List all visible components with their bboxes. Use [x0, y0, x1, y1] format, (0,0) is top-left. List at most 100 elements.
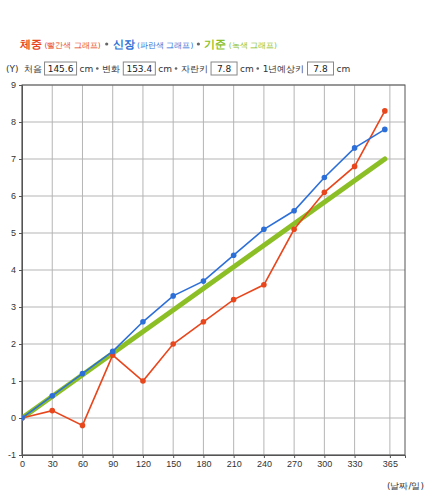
tick-label: 300 [317, 459, 332, 469]
tick-label: 5 [11, 228, 16, 238]
tick: 9 [11, 80, 22, 90]
tick-label: 150 [166, 459, 181, 469]
point [261, 227, 267, 233]
point [352, 145, 358, 151]
tick-label: 90 [108, 459, 118, 469]
grid-line [22, 381, 405, 382]
legend-entry: 신장 (파란색 그래프) [113, 38, 194, 51]
grid-line [203, 85, 204, 455]
tick: 7 [11, 154, 22, 164]
chart: -101234567890306090120150180210240270300… [0, 0, 430, 497]
tick-label: 0 [20, 459, 25, 469]
tick: 4 [11, 265, 22, 275]
separator [105, 42, 108, 45]
info-box [308, 62, 334, 75]
tick-label: 2 [11, 339, 16, 349]
tick-label: 270 [287, 459, 302, 469]
tick: 0 [20, 455, 25, 469]
grid-line [173, 85, 174, 455]
info-unit: cm [80, 64, 94, 74]
info-value: 153.4 [126, 64, 152, 74]
grid-line [22, 196, 405, 197]
point [261, 282, 267, 288]
tick-label: 0 [11, 413, 16, 423]
grid [22, 85, 405, 455]
tick-label: 240 [257, 459, 272, 469]
point [322, 175, 328, 181]
legend-entry: 기준 (녹색 그래프) [204, 38, 277, 51]
series-line [22, 159, 385, 418]
grid-line [82, 85, 83, 455]
point [140, 319, 146, 325]
grid-line [22, 307, 405, 308]
y-axis: -1 0 1 2 3 4 5 6 7 8 9 [8, 80, 23, 460]
separator [256, 67, 259, 70]
tick-label: 3 [11, 302, 16, 312]
point [382, 127, 388, 133]
tick: 365 [383, 455, 398, 469]
grid-line [22, 270, 405, 271]
info-box [123, 62, 155, 75]
plot-frame [22, 85, 405, 455]
point [170, 341, 176, 347]
grid-line [389, 85, 390, 455]
tick: 330 [348, 455, 363, 469]
series-group [22, 108, 388, 428]
axis-title: (Y) [6, 64, 19, 74]
point [352, 164, 358, 170]
tick: 1 [11, 376, 22, 386]
tick-label: 7 [11, 154, 16, 164]
separator [96, 67, 99, 70]
info-unit: cm [240, 64, 254, 74]
tick-label: 30 [48, 459, 58, 469]
tick: 5 [11, 228, 22, 238]
tick: 8 [11, 117, 22, 127]
tick-label: 60 [78, 459, 88, 469]
info-label: 1년예상키 [263, 64, 305, 74]
tick-label: -1 [8, 450, 16, 460]
point [291, 227, 297, 233]
point [322, 190, 328, 196]
info-line: (Y)처음145.6cm변화153.4cm자란키7.8cm1년예상키7.8cm [6, 62, 350, 75]
point [80, 423, 86, 429]
tick-label: 120 [136, 459, 151, 469]
series-line [22, 129, 385, 418]
tick: 3 [11, 302, 22, 312]
point [201, 319, 207, 325]
tick: 6 [11, 191, 22, 201]
info-label: 처음 [24, 64, 42, 74]
tick-label: 330 [348, 459, 363, 469]
tick: 180 [196, 455, 211, 469]
info-value: 145.6 [48, 64, 74, 74]
info-value: 7.8 [217, 64, 232, 74]
tick: 30 [48, 455, 58, 469]
tick-label: 4 [11, 265, 16, 275]
grid-line [294, 85, 295, 455]
tick: 0 [11, 413, 22, 423]
grid-line [354, 85, 355, 455]
info-unit: cm [158, 64, 172, 74]
tick: 120 [136, 455, 151, 469]
tick: 300 [317, 455, 332, 469]
grid-line [22, 344, 405, 345]
plot-background [22, 85, 405, 455]
tick: 2 [11, 339, 22, 349]
point [49, 393, 55, 399]
tick: 150 [166, 455, 181, 469]
grid-line [112, 85, 113, 455]
tick-label: 1 [11, 376, 16, 386]
info-box [211, 62, 237, 75]
legend: 체중 (빨간색 그래프) 신장 (파란색 그래프) 기준 (녹색 그래프) [19, 38, 277, 51]
tick: 210 [227, 455, 242, 469]
legend-entry: 체중 (빨간색 그래프) [19, 38, 101, 51]
tick-label: 365 [383, 459, 398, 469]
tick-label: 6 [11, 191, 16, 201]
tick-label: 9 [11, 80, 16, 90]
info-label: 변화 [102, 64, 120, 74]
point [291, 208, 297, 214]
grid-line [324, 85, 325, 455]
info-unit: cm [337, 64, 351, 74]
point [231, 297, 237, 303]
info-value: 7.8 [313, 64, 328, 74]
grid-line [22, 122, 405, 123]
